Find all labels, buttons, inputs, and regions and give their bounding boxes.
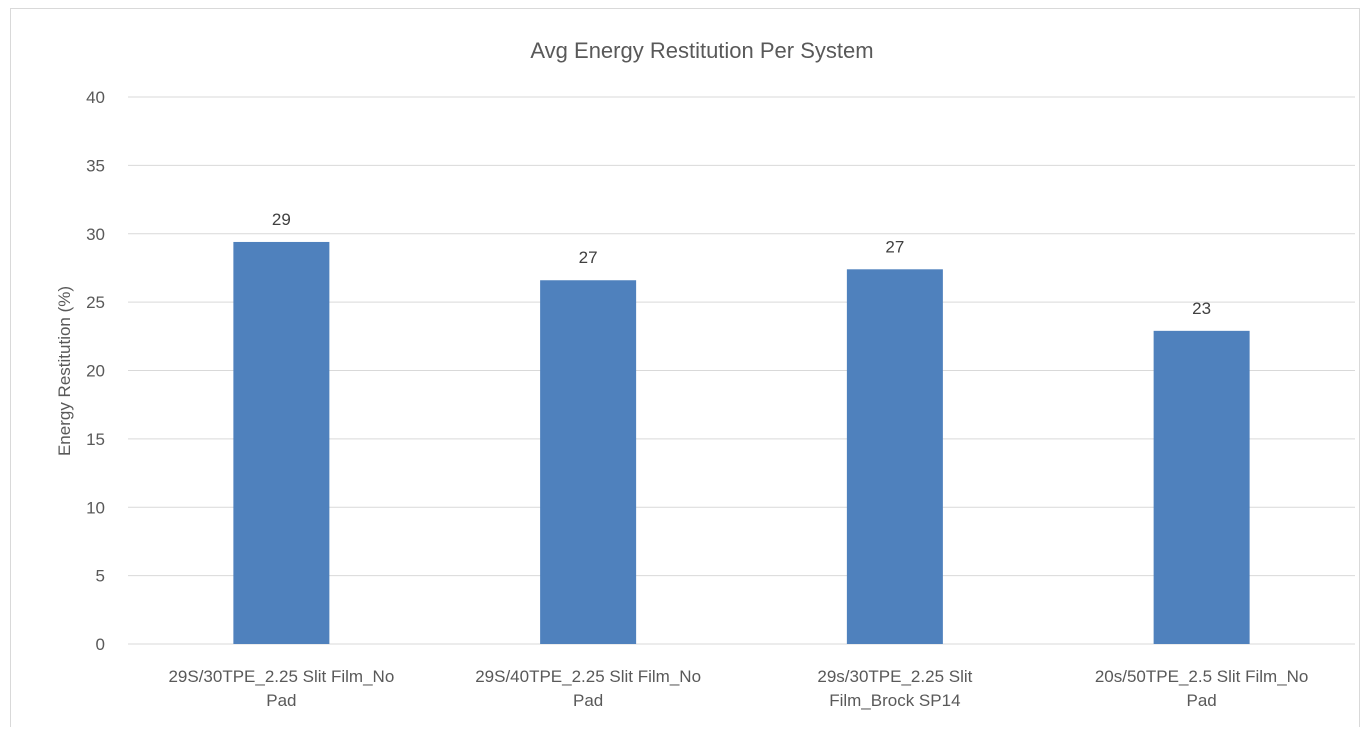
x-category-label: Pad: [573, 691, 603, 710]
x-category-label: Film_Brock SP14: [829, 691, 960, 710]
x-category-label: Pad: [1187, 691, 1217, 710]
y-tick-label: 20: [86, 362, 105, 381]
data-label: 23: [1192, 299, 1211, 318]
x-category-label: 29s/30TPE_2.25 Slit: [817, 667, 972, 686]
x-category-label: 29S/30TPE_2.25 Slit Film_No: [168, 667, 394, 686]
y-tick-label: 0: [96, 635, 105, 654]
data-labels: 29 27 27 23: [272, 210, 1211, 318]
y-tick-label: 40: [86, 88, 105, 107]
chart-title: Avg Energy Restitution Per System: [530, 38, 873, 63]
x-category-label: 20s/50TPE_2.5 Slit Film_No: [1095, 667, 1309, 686]
x-category-label: Pad: [266, 691, 296, 710]
data-label: 27: [885, 237, 904, 256]
y-tick-label: 35: [86, 156, 105, 175]
bar: [1153, 330, 1250, 644]
y-tick-label: 15: [86, 430, 105, 449]
bars: [233, 241, 1250, 644]
y-tick-label: 5: [96, 567, 105, 586]
y-tick-label: 30: [86, 225, 105, 244]
y-tick-label: 25: [86, 293, 105, 312]
gridlines: [128, 96, 1355, 645]
x-category-label: 29S/40TPE_2.25 Slit Film_No: [475, 667, 701, 686]
bar: [540, 280, 637, 644]
y-tick-label: 10: [86, 498, 105, 517]
data-label: 29: [272, 210, 291, 229]
y-axis-ticks: 0 5 10 15 20 25 30 35 40: [86, 88, 105, 654]
bar: [233, 241, 330, 644]
x-axis-categories: 29S/30TPE_2.25 Slit Film_No Pad 29S/40TPE_…: [168, 667, 1308, 710]
bar: [846, 269, 943, 644]
data-label: 27: [579, 248, 598, 267]
y-axis-label: Energy Restitution (%): [55, 286, 74, 456]
